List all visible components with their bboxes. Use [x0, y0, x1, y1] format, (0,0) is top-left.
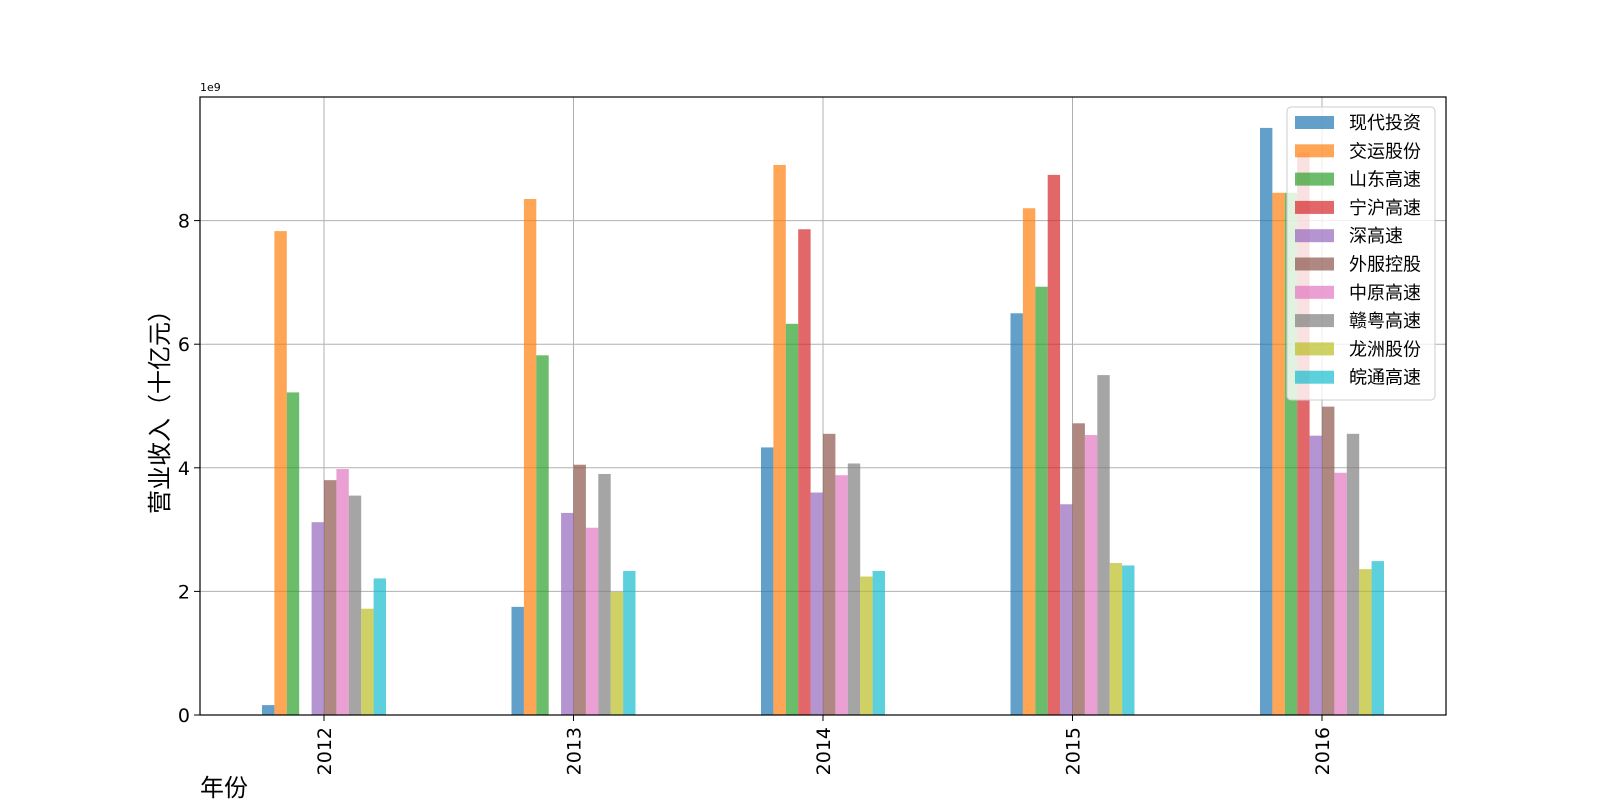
legend-label: 皖通高速 [1349, 368, 1421, 389]
bar [773, 164, 786, 716]
y-tick-label: 8 [178, 211, 190, 233]
bar [1084, 435, 1098, 715]
legend-label: 中原高速 [1349, 283, 1421, 304]
bar [311, 522, 324, 715]
x-tick-label: 2015 [1063, 727, 1085, 775]
bar [1272, 192, 1285, 716]
legend-label: 深高速 [1349, 226, 1403, 247]
bar [1359, 569, 1372, 715]
legend-label: 赣粤高速 [1349, 311, 1421, 332]
bar [1035, 286, 1048, 715]
legend-swatch [1295, 200, 1334, 214]
y-axis-label: 营业收入（十亿元） [146, 298, 174, 514]
bar [823, 433, 836, 715]
legend-label: 外服控股 [1349, 255, 1421, 276]
bar [348, 495, 362, 715]
bar [1260, 127, 1273, 715]
legend-swatch [1295, 314, 1334, 328]
bar [798, 229, 811, 715]
legend-label: 龙洲股份 [1349, 339, 1421, 360]
bar [523, 198, 537, 716]
bar [324, 480, 337, 715]
bar [1097, 375, 1110, 715]
bar [1109, 562, 1123, 715]
bar [785, 323, 799, 715]
legend-swatch [1295, 229, 1334, 243]
bar [373, 578, 386, 715]
bar [872, 571, 885, 715]
bar [336, 469, 349, 715]
bar [598, 473, 611, 715]
bar [1346, 433, 1360, 715]
bar [361, 608, 374, 715]
bar [1371, 561, 1384, 715]
legend-label: 交运股份 [1349, 141, 1421, 162]
x-tick-label: 2012 [314, 727, 336, 775]
legend-swatch [1295, 116, 1334, 129]
x-axis-label: 年份 [200, 774, 248, 800]
bar [1022, 208, 1036, 716]
bar [761, 447, 774, 715]
legend-swatch [1295, 144, 1334, 158]
legend-swatch [1295, 257, 1334, 271]
legend-label: 山东高速 [1349, 170, 1421, 191]
bar [1122, 565, 1135, 715]
y-tick-label: 4 [178, 458, 190, 480]
legend-label: 现代投资 [1349, 113, 1421, 134]
y-tick-label: 6 [178, 334, 190, 356]
y-axis-offset-label: 1e9 [200, 81, 221, 94]
bar [561, 512, 574, 715]
bar [274, 231, 287, 715]
bar [610, 592, 624, 715]
bar [1309, 435, 1322, 715]
x-tick-label: 2014 [813, 727, 835, 775]
bar [262, 705, 275, 715]
bar [1072, 423, 1085, 715]
bar [847, 463, 861, 715]
axis-ticks: 0 2 4 6 8 2012 2013 2014 2015 2016 [178, 211, 1334, 776]
legend-swatch [1295, 172, 1334, 186]
bar [1060, 504, 1073, 715]
bar [1010, 313, 1023, 715]
bar [860, 576, 873, 715]
bar [286, 392, 300, 715]
bar [536, 355, 549, 715]
bar [835, 475, 848, 715]
bar [573, 464, 586, 715]
legend-label: 宁沪高速 [1349, 198, 1421, 219]
x-tick-label: 2013 [564, 727, 586, 775]
bar [623, 571, 636, 715]
bar [1047, 174, 1061, 716]
y-tick-label: 2 [178, 581, 190, 603]
y-tick-label: 0 [178, 705, 190, 727]
bar [810, 492, 823, 715]
legend-swatch [1295, 370, 1334, 384]
x-tick-label: 2016 [1312, 727, 1334, 775]
bar [1322, 406, 1335, 715]
bar [1334, 472, 1347, 715]
bar [585, 527, 599, 715]
bar [511, 606, 524, 715]
legend-swatch [1295, 285, 1334, 299]
legend-swatch [1295, 342, 1334, 356]
